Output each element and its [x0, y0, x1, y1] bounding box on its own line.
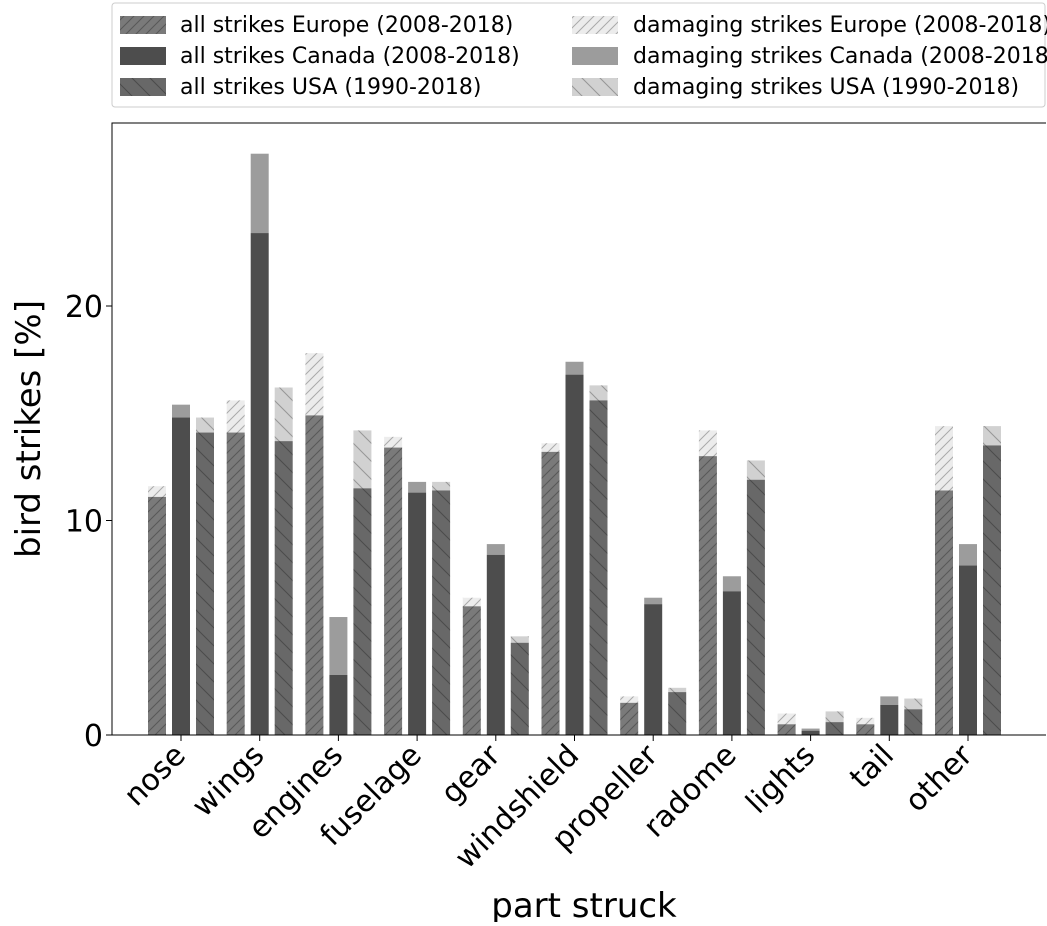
- bar-hatch-europe-windshield: [541, 443, 560, 452]
- bar-hatch-usa-other: [983, 426, 1001, 446]
- bar-all-canada-nose: [172, 417, 190, 735]
- bar-all-canada-wings: [250, 233, 269, 735]
- bar-damaging-canada-wings: [250, 153, 269, 234]
- bar-all-canada-propeller: [644, 604, 663, 735]
- bar-hatch-all-europe-nose: [148, 496, 166, 735]
- bar-damaging-canada-fuselage: [408, 481, 427, 493]
- bar-damaging-canada-windshield: [565, 361, 584, 375]
- plot-frame: [111, 122, 1046, 735]
- x-tick-label-other: other: [898, 737, 980, 819]
- bar-damaging-canada-engines: [329, 617, 348, 675]
- legend-label-all-strikes-usa-1990-2018: all strikes USA (1990-2018): [180, 75, 482, 100]
- bar-hatch-usa-windshield: [589, 385, 608, 401]
- bar-hatch-all-usa-lights: [825, 722, 844, 735]
- bar-hatch-all-europe-windshield: [541, 451, 560, 735]
- bar-hatch-europe-fuselage: [384, 436, 403, 448]
- bar-hatch-usa-lights: [825, 711, 844, 723]
- x-tick-label-gear: gear: [434, 737, 507, 810]
- bar-hatch-all-europe-fuselage: [384, 447, 403, 735]
- bar-hatch-all-usa-windshield: [589, 400, 608, 735]
- bar-hatch-usa-gear: [510, 636, 529, 643]
- bar-hatch-all-europe-other: [935, 490, 953, 735]
- bar-hatch-usa-engines: [353, 430, 372, 489]
- bar-damaging-canada-tail: [880, 696, 899, 705]
- legend-swatch-hatch: [572, 78, 618, 96]
- bar-hatch-europe-radome: [698, 430, 717, 457]
- bar-all-canada-lights: [801, 730, 820, 735]
- bar-damaging-canada-propeller: [644, 597, 663, 605]
- bar-hatch-all-usa-other: [983, 445, 1001, 735]
- bar-hatch-all-europe-radome: [698, 456, 717, 735]
- bar-damaging-canada-radome: [722, 576, 741, 592]
- bar-damaging-canada-nose: [172, 404, 190, 418]
- bar-hatch-europe-gear: [462, 597, 481, 607]
- bar-hatch-all-europe-propeller: [620, 702, 639, 735]
- legend-swatch-hatch: [120, 16, 166, 34]
- bar-hatch-europe-wings: [226, 400, 245, 433]
- bar-all-canada-fuselage: [408, 492, 427, 735]
- bar-hatch-europe-other: [935, 426, 953, 491]
- bar-hatch-all-usa-gear: [510, 642, 529, 735]
- legend-label-all-strikes-canada-2008-2018: all strikes Canada (2008-2018): [180, 44, 520, 69]
- bar-hatch-all-usa-nose: [196, 432, 214, 735]
- bar-hatch-usa-tail: [904, 698, 923, 710]
- legend-swatch-damaging-strikes-canada-2008-2018: [572, 47, 618, 65]
- x-tick-label-tail: tail: [843, 738, 901, 796]
- bar-hatch-usa-wings: [274, 387, 293, 442]
- bar-hatch-all-europe-lights: [777, 724, 796, 735]
- bar-hatch-all-usa-tail: [904, 709, 923, 735]
- x-tick-label-lights: lights: [739, 738, 822, 821]
- legend-label-damaging-strikes-europe-2008-2018: damaging strikes Europe (2008-2018): [633, 13, 1047, 38]
- x-axis-label: part struck: [491, 886, 677, 922]
- bar-all-canada-radome: [722, 591, 741, 735]
- legend-swatch-hatch: [572, 16, 618, 34]
- bar-hatch-all-usa-fuselage: [432, 490, 451, 735]
- bar-hatch-all-europe-wings: [226, 432, 245, 735]
- bar-hatch-usa-nose: [196, 417, 214, 433]
- bar-hatch-usa-fuselage: [432, 481, 451, 491]
- legend: all strikes Europe (2008-2018) all strike…: [111, 2, 1047, 108]
- bar-hatch-europe-engines: [305, 353, 324, 416]
- legend-label-damaging-strikes-canada-2008-2018: damaging strikes Canada (2008-2018): [633, 44, 1047, 69]
- y-tick-label: 10: [65, 505, 103, 540]
- legend-label-damaging-strikes-usa-1990-2018: damaging strikes USA (1990-2018): [633, 75, 1019, 100]
- bar-hatch-usa-propeller: [668, 687, 687, 693]
- bar-hatch-all-europe-tail: [856, 724, 875, 735]
- bar-hatch-all-europe-engines: [305, 415, 324, 735]
- bar-hatch-europe-propeller: [620, 696, 639, 703]
- bar-all-canada-other: [959, 565, 977, 735]
- bar-damaging-canada-lights: [801, 728, 820, 731]
- legend-label-all-strikes-europe-2008-2018: all strikes Europe (2008-2018): [180, 13, 513, 38]
- bar-hatch-usa-radome: [746, 460, 765, 480]
- y-tick-label: 0: [84, 719, 103, 754]
- bar-damaging-canada-other: [959, 544, 977, 566]
- bar-all-canada-gear: [486, 554, 505, 735]
- bar-hatch-europe-nose: [148, 486, 166, 497]
- y-axis-ticks: 0 10 20: [65, 290, 112, 754]
- bar-hatch-all-usa-radome: [746, 479, 765, 735]
- bar-hatch-europe-tail: [856, 717, 875, 725]
- bar-hatch-all-usa-propeller: [668, 692, 687, 735]
- bar-hatch-all-usa-wings: [274, 441, 293, 735]
- bar-all-canada-engines: [329, 674, 348, 735]
- y-tick-label: 20: [65, 290, 103, 325]
- legend-swatch-all-strikes-canada-2008-2018: [120, 47, 166, 65]
- bar-damaging-canada-gear: [486, 544, 505, 555]
- bar-all-canada-windshield: [565, 374, 584, 735]
- bar-hatch-all-europe-gear: [462, 606, 481, 735]
- bar-hatch-europe-lights: [777, 713, 796, 725]
- bar-all-canada-tail: [880, 704, 899, 735]
- x-tick-label-nose: nose: [117, 738, 192, 813]
- legend-swatch-hatch: [120, 78, 166, 96]
- y-axis-label: bird strikes [%]: [9, 300, 49, 558]
- bar-hatch-all-usa-engines: [353, 488, 372, 735]
